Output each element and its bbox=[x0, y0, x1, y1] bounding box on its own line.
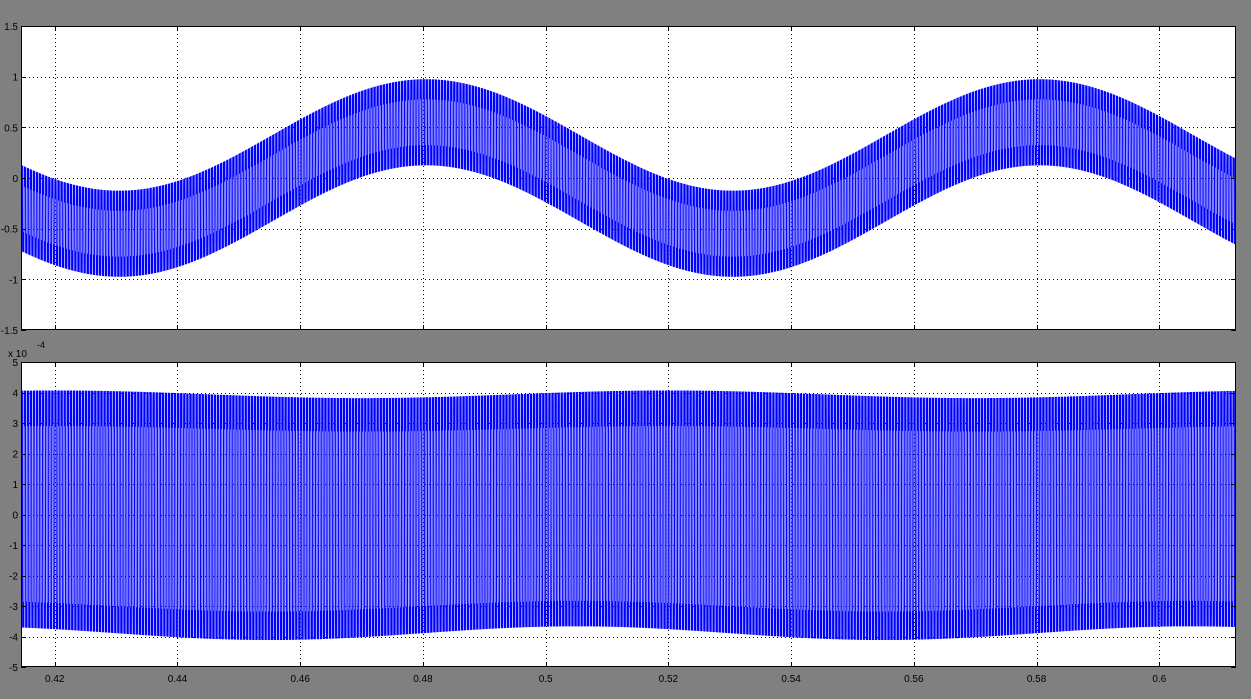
ticks bbox=[21, 26, 1236, 331]
x-tick-label: 0.44 bbox=[168, 674, 188, 685]
x-tick-label: 0.6 bbox=[1152, 674, 1166, 685]
y-tick-label: 1 bbox=[12, 73, 18, 84]
y-tick-label: -5 bbox=[9, 663, 18, 674]
signal-trace bbox=[21, 390, 1236, 641]
y-tick-label: 3 bbox=[12, 419, 18, 430]
y-tick-label: 0 bbox=[12, 511, 18, 522]
x-tick-label: 0.46 bbox=[290, 674, 310, 685]
y-tick-label: 0 bbox=[12, 174, 18, 185]
y-tick-label: -2 bbox=[9, 572, 18, 583]
y-tick-label: -3 bbox=[9, 602, 18, 613]
y-tick-label: -1 bbox=[9, 275, 18, 286]
y-tick-label: -0.5 bbox=[1, 225, 19, 236]
ticks bbox=[21, 362, 1236, 668]
signal-trace bbox=[21, 79, 1236, 277]
y-tick-label: 0.5 bbox=[4, 123, 18, 134]
y-tick-label: -1 bbox=[9, 541, 18, 552]
y-scale-label: x 10 bbox=[8, 349, 27, 360]
x-tick-label: 0.42 bbox=[45, 674, 65, 685]
y-tick-label: 4 bbox=[12, 389, 18, 400]
x-tick-label: 0.48 bbox=[413, 674, 433, 685]
y-tick-label: -1.5 bbox=[1, 326, 19, 337]
axis-frame bbox=[21, 362, 1236, 667]
y-scale-exponent: -4 bbox=[37, 340, 45, 350]
y-tick-label: 5 bbox=[12, 358, 18, 369]
x-tick-label: 0.52 bbox=[659, 674, 679, 685]
x-tick-label: 0.5 bbox=[539, 674, 553, 685]
y-tick-label: 1.5 bbox=[4, 22, 18, 33]
x-tick-label: 0.54 bbox=[781, 674, 801, 685]
bottom-plot: -5 -4 -3 -2 -1 0 1 2 3 4 5 0.42 0.44 0.46 0.48 0.5 0.52 0… bbox=[8, 340, 1236, 685]
y-tick-label: -4 bbox=[9, 633, 18, 644]
y-tick-label: 2 bbox=[12, 450, 18, 461]
y-tick-label: 1 bbox=[12, 480, 18, 491]
x-tick-label: 0.58 bbox=[1027, 674, 1047, 685]
x-tick-label: 0.56 bbox=[904, 674, 924, 685]
top-plot: -1.5 -1 -0.5 0 0.5 1 1.5 bbox=[1, 22, 1236, 337]
